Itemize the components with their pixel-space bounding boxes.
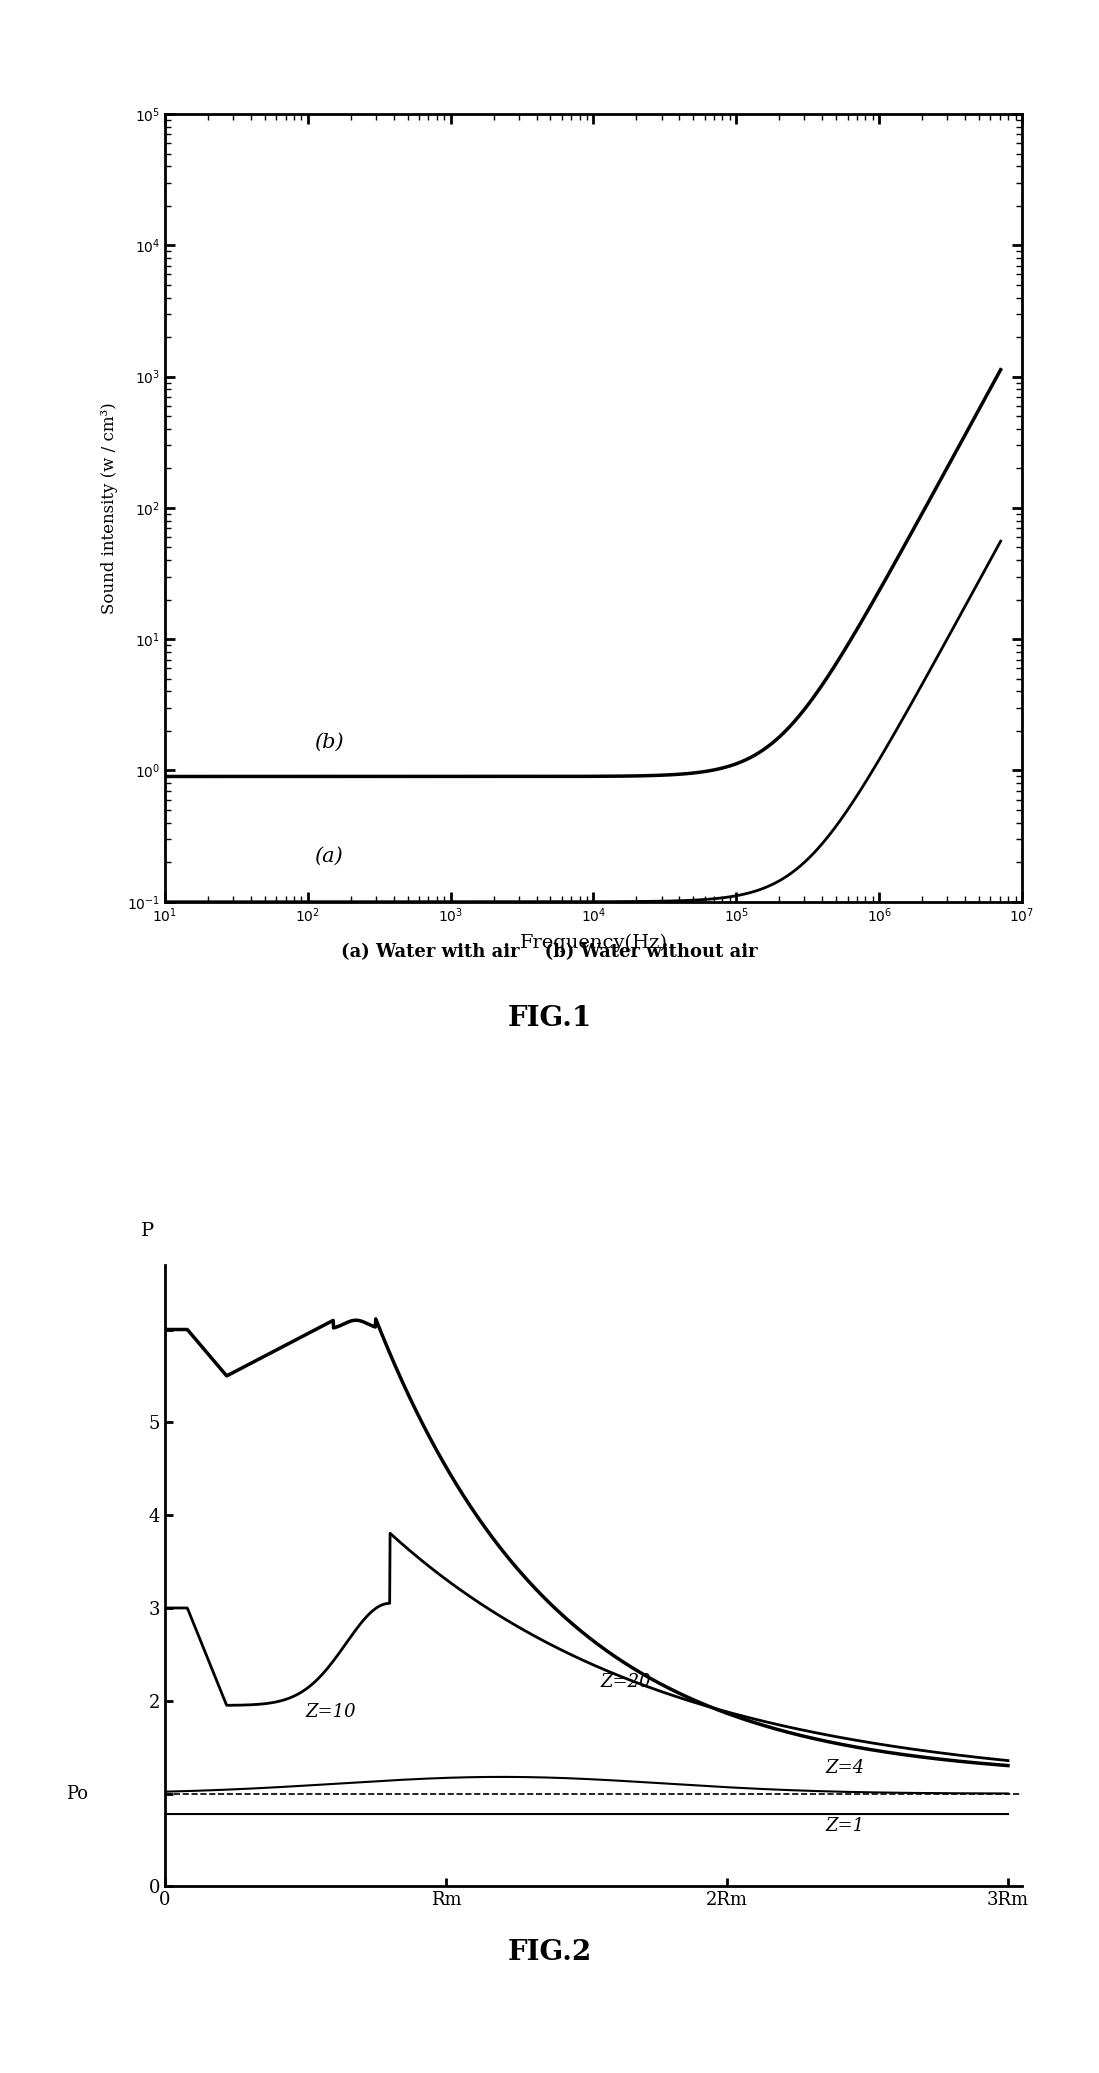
Text: Z=1: Z=1 — [825, 1816, 865, 1835]
Text: (a) Water with air    (b) Water without air: (a) Water with air (b) Water without air — [341, 943, 758, 962]
Text: P: P — [141, 1221, 154, 1240]
X-axis label: Frequency(Hz): Frequency(Hz) — [520, 933, 667, 952]
Text: Z=4: Z=4 — [825, 1760, 865, 1777]
Text: Po: Po — [66, 1785, 88, 1804]
Text: Z=10: Z=10 — [306, 1704, 356, 1721]
Text: FIG.1: FIG.1 — [508, 1005, 591, 1032]
Text: FIG.2: FIG.2 — [508, 1938, 591, 1967]
Text: (a): (a) — [313, 848, 343, 867]
Text: Z=20: Z=20 — [600, 1673, 651, 1692]
Text: (b): (b) — [313, 732, 343, 750]
Y-axis label: Sound intensity (w / cm³): Sound intensity (w / cm³) — [101, 402, 119, 614]
